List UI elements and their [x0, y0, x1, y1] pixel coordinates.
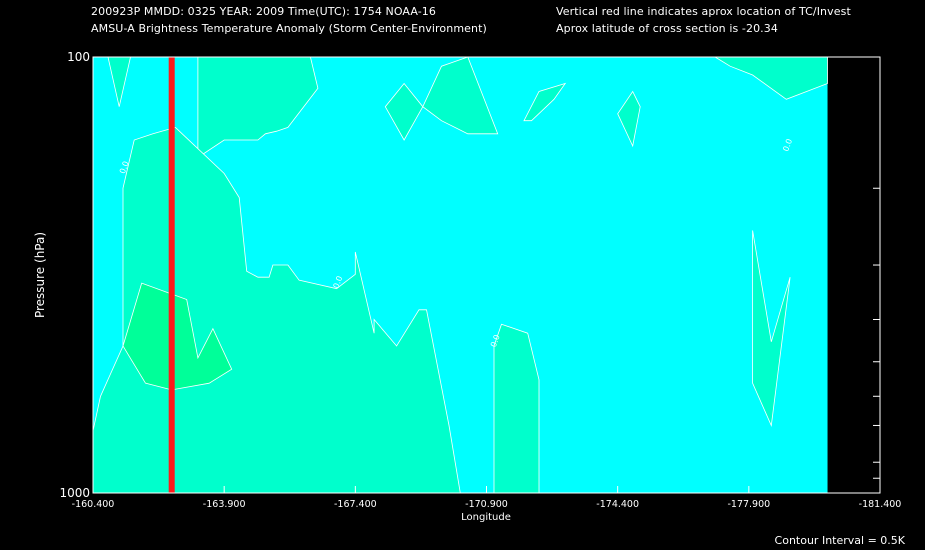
x-tick-label-3: -167.400	[334, 499, 377, 510]
anomaly-region-8	[617, 90, 641, 148]
x-tick-label-6: -177.900	[727, 499, 770, 510]
anomaly-region-1	[93, 56, 319, 159]
x-tick-label-2: -163.900	[203, 499, 246, 510]
x-tick-labels: -160.400 -163.900 -167.400 -170.900 -174.400…	[72, 499, 902, 510]
anomaly-regions	[92, 56, 828, 494]
y-axis-label: Pressure (hPa)	[33, 232, 47, 318]
header-line1-left: 200923P MMDD: 0325 YEAR: 2009 Time(UTC):…	[91, 5, 437, 18]
contour-label-3: 0.0	[489, 333, 502, 348]
axis-ticks	[92, 187, 881, 493]
y-tick-labels: 1000 100	[59, 50, 90, 500]
x-tick-label-5: -174.400	[596, 499, 639, 510]
x-tick-label-4: -170.900	[465, 499, 508, 510]
contour-label-4: 0.0	[781, 138, 794, 153]
contour-labels: 0.0 0.0 0.0 0.0	[118, 138, 794, 349]
anomaly-region-2	[92, 126, 461, 494]
header-line1-right: Vertical red line indicates aprox locati…	[556, 5, 851, 18]
contour-label-1: 0.0	[118, 160, 131, 175]
y-tick-label-2: 100	[67, 50, 90, 64]
anomaly-region-10	[752, 230, 791, 427]
header-line2-right: Aprox latitude of cross section is -20.3…	[556, 22, 778, 35]
anomaly-region-7	[523, 82, 567, 122]
x-tick-label-7: -181.400	[859, 499, 902, 510]
contour-interval-note: Contour Interval = 0.5K	[775, 534, 906, 547]
contour-label-2: 0.0	[332, 275, 345, 290]
x-axis-label: Longitude	[461, 512, 511, 523]
chart-title: AMSU-A Brightness Temperature Anomaly (S…	[91, 22, 487, 35]
y-tick-label-1: 1000	[59, 486, 90, 500]
x-tick-label-1: -160.400	[72, 499, 115, 510]
anomaly-region-5	[422, 56, 499, 135]
anomaly-region-3	[122, 282, 233, 391]
